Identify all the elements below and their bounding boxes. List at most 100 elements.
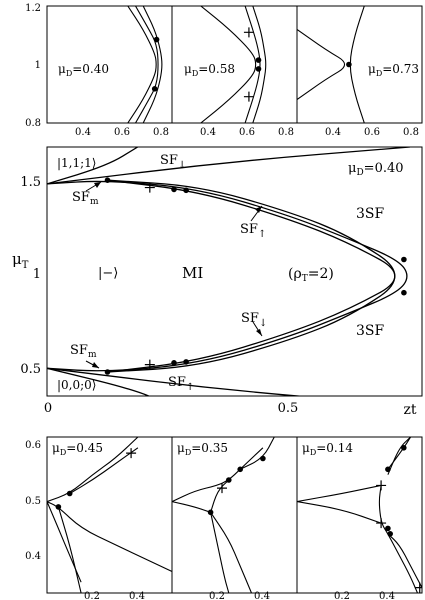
- three-sf-bottom-label: 3SF: [356, 323, 384, 339]
- top-middle-series-line-2: [252, 6, 267, 123]
- top-right-x-tick-2: 0.6: [364, 127, 380, 138]
- bottom-middle-series-line-0: [172, 501, 211, 513]
- bottom-middle-series-line-2: [210, 479, 230, 513]
- main-series-line-0: [47, 180, 408, 372]
- sf-up-top-label: SF↑: [240, 222, 266, 240]
- bottom-middle-series-line-3: [210, 511, 253, 593]
- bottom-middle-mu-label: μD=0.35: [177, 441, 228, 457]
- top-mid-x-tick-1: 0.4: [200, 127, 216, 138]
- bottom-left-marker-cross-0: [126, 448, 137, 459]
- bottom-mid-x-tick-1: 0.2: [209, 591, 225, 600]
- main-x-tick-1: 0: [44, 401, 52, 416]
- top-middle-marker-dot-1: [255, 57, 262, 63]
- main-marker-dot-1: [171, 186, 177, 193]
- main-marker-cross-0: [144, 182, 155, 193]
- top-panels: 1.2 1 0.8 0.4 0.6 0.8 0.4 0.6 0.8 0.4 0.…: [25, 3, 423, 138]
- top-middle-marker-cross-1: [243, 27, 254, 38]
- top-right-marker-dot-0: [346, 61, 352, 68]
- ket-minus-label: |−⟩: [98, 266, 118, 281]
- top-left-series-line-1: [135, 6, 159, 123]
- ket-000-label: |0,0;0⟩: [57, 378, 97, 392]
- main-marker-dot-5: [171, 360, 177, 366]
- bottom-left-series-line-0: [47, 437, 139, 503]
- bottom-middle-marker-cross-0: [217, 483, 227, 494]
- main-y-axis-label: μT: [12, 250, 29, 271]
- main-series-line-1: [107, 179, 396, 373]
- top-y-tick-3: 0.8: [25, 118, 41, 129]
- main-marker-dot-3: [401, 256, 407, 263]
- top-right-x-tick-1: 0.4: [325, 127, 341, 138]
- bottom-right-marker-dot-2: [385, 525, 391, 532]
- bottom-right-series-line-2: [378, 485, 419, 593]
- bottom-left-mu-label: μD=0.45: [52, 441, 103, 457]
- bottom-left-plot: [47, 437, 172, 593]
- top-right-frame: [296, 5, 423, 124]
- top-middle-mu-label: μD=0.58: [184, 62, 235, 78]
- main-marker-dot-2: [183, 187, 189, 194]
- three-sf-top-label: 3SF: [356, 206, 384, 222]
- bottom-left-x-tick-1: 0.2: [84, 591, 100, 600]
- top-left-x-tick-2: 0.6: [114, 127, 130, 138]
- bottom-right-mu-label: μD=0.14: [302, 441, 353, 457]
- bottom-left-x-tick-2: 0.4: [129, 591, 145, 600]
- arrow-sf-m-bottom-head: [92, 362, 99, 368]
- top-mid-x-tick-2: 0.6: [239, 127, 255, 138]
- main-series-line-5: [47, 367, 306, 396]
- bottom-right-marker-cross-2: [414, 582, 422, 593]
- top-mid-x-tick-3: 0.8: [278, 127, 294, 138]
- main-plot: [47, 147, 410, 396]
- bottom-y-tick-1: 0.6: [25, 440, 41, 451]
- top-right-x-tick-3: 0.8: [403, 127, 419, 138]
- bottom-right-marker-cross-0: [376, 480, 387, 491]
- top-middle-marker-cross-0: [243, 91, 254, 102]
- bottom-left-series-line-2: [47, 501, 172, 572]
- sf-m-bottom-label: SFm: [70, 343, 97, 360]
- bottom-left-series-line-1: [69, 447, 139, 494]
- bottom-y-tick-3: 0.4: [25, 551, 41, 562]
- top-left-x-tick-3: 0.8: [153, 127, 169, 138]
- top-middle-marker-dot-0: [255, 66, 262, 72]
- bottom-middle-plot: [172, 437, 275, 593]
- main-mu-d-label: μD=0.40: [348, 161, 404, 178]
- top-right-series-line-0: [297, 28, 346, 101]
- top-left-plot: [127, 6, 163, 123]
- main-series-line-3: [47, 147, 410, 185]
- top-y-tick-1: 1.2: [25, 3, 41, 14]
- bottom-right-marker-dot-3: [387, 531, 394, 537]
- top-right-plot: [297, 6, 365, 123]
- main-series-line-2: [107, 179, 396, 373]
- bottom-left-series-line-4: [47, 501, 82, 583]
- top-left-x-tick-1: 0.4: [75, 127, 91, 138]
- bottom-right-marker-dot-1: [401, 445, 407, 451]
- sf-up-bottom-label: SF↑: [168, 375, 194, 393]
- main-x-tick-2: 0.5: [278, 401, 299, 416]
- ket-111-label: |1,1;1⟩: [57, 156, 97, 170]
- top-middle-series-line-1: [244, 6, 261, 123]
- bottom-middle-marker-dot-3: [260, 455, 266, 462]
- sf-down-top-label: SF↓: [160, 153, 186, 171]
- bottom-mid-x-tick-2: 0.4: [254, 591, 270, 600]
- main-y-tick-3: 0.5: [20, 362, 41, 377]
- bottom-middle-marker-dot-2: [237, 466, 243, 473]
- bottom-right-series-line-5: [387, 437, 412, 470]
- top-y-tick-2: 1: [35, 60, 41, 71]
- main-series-line-4: [47, 147, 139, 185]
- main-series-line-6: [47, 367, 151, 396]
- top-left-marker-dot-1: [153, 36, 160, 43]
- mi-label: MI: [182, 264, 203, 282]
- bottom-right-marker-dot-0: [385, 466, 391, 473]
- top-left-marker-dot-0: [151, 86, 158, 92]
- bottom-middle-series-line-4: [210, 512, 230, 593]
- top-middle-series-line-0: [200, 6, 257, 123]
- arrow-sf-m-top-head: [94, 182, 101, 188]
- chart-marks: [47, 6, 422, 593]
- main-marker-dot-0: [104, 177, 111, 183]
- main-frame: [46, 146, 423, 397]
- sf-m-top-label: SFm: [72, 190, 99, 207]
- bottom-middle-marker-dot-1: [226, 477, 232, 483]
- bottom-y-tick-2: 0.5: [25, 496, 41, 507]
- main-y-tick-1: 1.5: [20, 175, 41, 190]
- bottom-right-plot: [297, 437, 422, 593]
- main-marker-cross-1: [144, 359, 155, 370]
- main-marker-dot-7: [104, 369, 111, 375]
